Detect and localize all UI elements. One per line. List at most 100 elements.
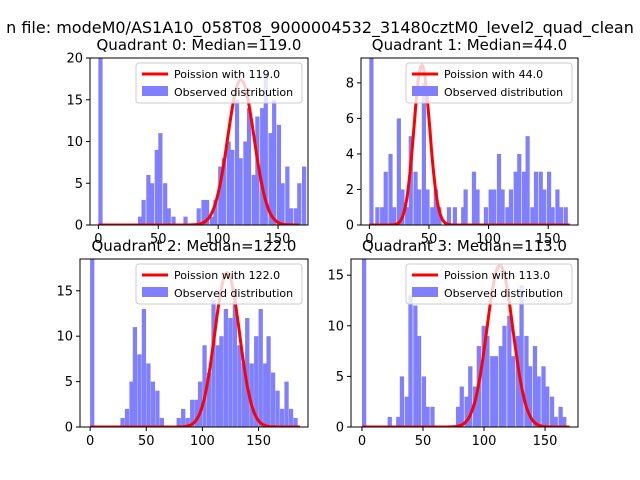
- histogram-bar: [464, 396, 469, 427]
- quadrant-title: Quadrant 3: Median=113.0: [362, 237, 567, 255]
- histogram-bar: [124, 408, 130, 427]
- y-tick-label: 10: [327, 319, 344, 334]
- histogram-bar: [430, 207, 435, 225]
- histogram-bar: [369, 58, 374, 225]
- legend-box: [135, 263, 303, 305]
- legend-observed-label: Observed distribution: [444, 86, 563, 99]
- histogram-bar: [190, 399, 195, 427]
- histogram-bar: [505, 207, 510, 225]
- histogram-bar: [149, 183, 155, 225]
- histogram-bar: [280, 183, 285, 225]
- histogram-bar: [284, 381, 289, 427]
- histogram-bar: [279, 408, 285, 427]
- x-tick-label: 150: [533, 434, 558, 449]
- histogram-bar: [417, 189, 422, 225]
- histogram-bar: [171, 216, 176, 225]
- histogram-bar: [249, 363, 254, 427]
- histogram-bar: [166, 208, 171, 225]
- x-tick-label: 0: [365, 232, 373, 247]
- histogram-bar: [221, 158, 226, 225]
- legend-box: [405, 62, 573, 104]
- histogram-bar: [496, 153, 502, 225]
- histogram-bar: [413, 305, 418, 427]
- histogram-bar: [141, 308, 147, 427]
- plot-area: [90, 259, 301, 427]
- axes-frame: [360, 57, 579, 226]
- histogram-bar: [197, 381, 203, 427]
- histogram-bar: [228, 318, 233, 427]
- histogram-bar: [159, 417, 165, 427]
- histogram-bar: [226, 141, 231, 225]
- histogram-bar: [219, 336, 224, 427]
- legend-box: [135, 62, 303, 104]
- histogram-bar: [211, 299, 216, 427]
- histogram-bar: [461, 207, 466, 225]
- y-tick-label: 5: [75, 177, 83, 192]
- plot-area: [369, 58, 570, 225]
- x-tick-label: 50: [415, 434, 432, 449]
- histogram-bar: [302, 166, 307, 225]
- histogram-bar: [297, 183, 302, 225]
- histogram-bar: [246, 108, 252, 225]
- histogram-bar: [532, 346, 538, 427]
- histogram-bar: [421, 376, 427, 427]
- x-tick-label: 150: [266, 232, 291, 247]
- legend: Poission with 119.0 Observed distribution: [135, 62, 303, 104]
- x-tick-label: 50: [150, 232, 167, 247]
- y-tick-label: 0: [75, 219, 83, 234]
- histogram-bar: [201, 199, 206, 225]
- histogram-bar: [507, 315, 512, 427]
- histogram-bar: [272, 99, 277, 225]
- histogram-bar: [243, 141, 248, 225]
- y-tick-label: 5: [65, 375, 73, 390]
- x-tick-label: 150: [536, 232, 561, 247]
- histogram-bar: [524, 335, 529, 427]
- histogram-bar: [481, 325, 486, 427]
- y-tick-label: 0: [65, 421, 73, 436]
- poisson-curve: [90, 270, 301, 427]
- histogram-bar: [238, 158, 243, 225]
- histogram-bar: [387, 416, 392, 427]
- histogram-bar: [288, 208, 294, 225]
- histogram-bar: [533, 171, 539, 225]
- y-tick-label: 6: [346, 112, 354, 127]
- histogram-bar: [251, 174, 256, 225]
- axes-frame: [79, 258, 309, 428]
- histogram-bar: [515, 335, 521, 427]
- histogram-bar: [475, 189, 480, 225]
- histogram-bar: [549, 396, 555, 427]
- x-tick-label: 0: [358, 434, 366, 449]
- histogram-bar: [490, 356, 495, 427]
- y-tick-label: 5: [336, 370, 344, 385]
- histogram-bar: [563, 207, 568, 225]
- histogram-bar: [146, 174, 151, 225]
- histogram-bar: [232, 290, 238, 427]
- legend-observed-label: Observed distribution: [174, 86, 293, 99]
- histogram-bar: [202, 345, 207, 427]
- histogram-bar: [163, 183, 168, 225]
- histogram-bar: [258, 308, 263, 427]
- y-tick-label: 20: [66, 52, 83, 67]
- histogram-bar: [530, 207, 535, 225]
- histogram-bar: [508, 189, 514, 225]
- legend-observed-swatch: [142, 86, 168, 96]
- histogram-bar: [404, 396, 409, 427]
- plot-area: [98, 58, 307, 225]
- histogram-bar: [380, 207, 385, 225]
- histogram-bar: [468, 366, 473, 427]
- histogram-bar: [553, 416, 558, 427]
- histogram-bar: [500, 189, 505, 225]
- legend: Poission with 44.0 Observed distribution: [405, 62, 573, 104]
- x-tick-label: 0: [94, 232, 102, 247]
- legend-poisson-label: Poission with 44.0: [444, 68, 543, 81]
- histogram-bar: [383, 171, 388, 225]
- quadrant-3-chart: 0 50 100 150 0 5 10 15 Quadrant 3: Median=113.0 P…: [327, 237, 579, 449]
- axes-frame: [350, 258, 579, 428]
- histogram-bar: [375, 207, 380, 225]
- histogram-bar: [399, 376, 405, 427]
- histogram-bar: [513, 171, 518, 225]
- legend-poisson-label: Poission with 119.0: [174, 68, 280, 81]
- histogram-bar: [547, 171, 552, 225]
- histogram-bar: [433, 189, 438, 225]
- histogram-bar: [255, 116, 260, 225]
